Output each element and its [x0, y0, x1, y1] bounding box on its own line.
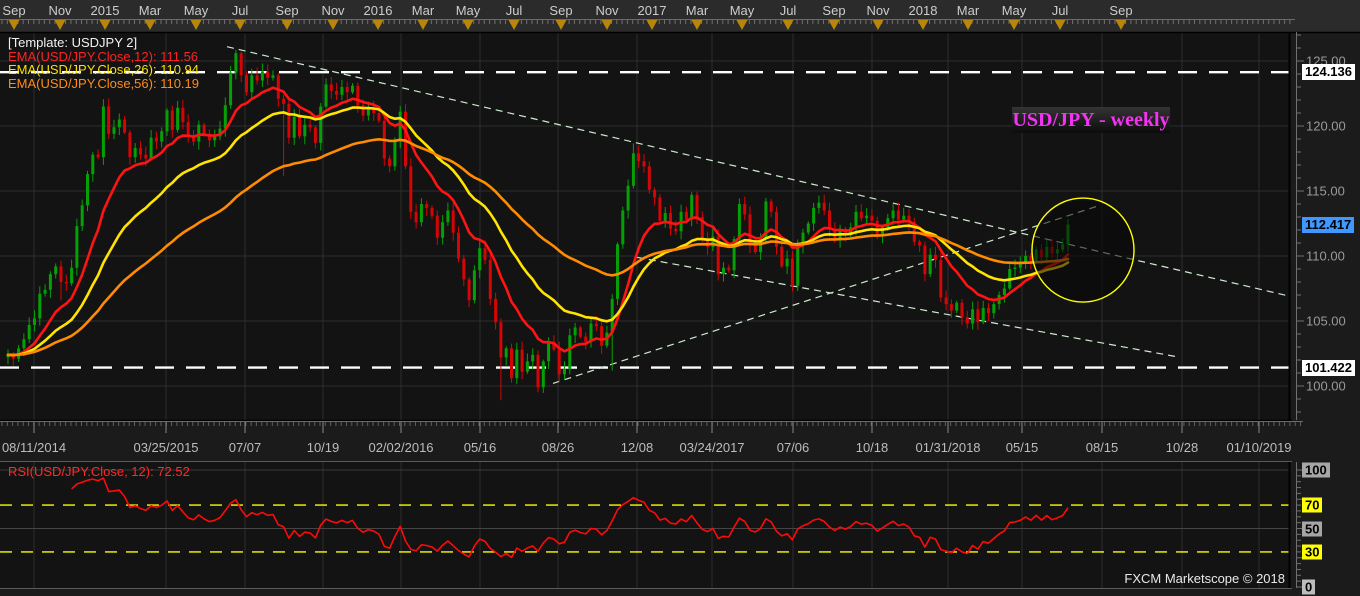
price-tick-label: 105.00 — [1306, 313, 1346, 329]
month-label: Jul — [505, 3, 523, 18]
month-label: Jul — [1051, 3, 1069, 18]
price-tick-label: 110.00 — [1306, 248, 1345, 264]
rsi-tag: 50 — [1302, 521, 1323, 536]
price-tick-label: 120.00 — [1306, 118, 1346, 134]
price-tick-label: 100.00 — [1306, 378, 1346, 394]
month-label: Mar — [956, 3, 980, 18]
rsi-tag: 70 — [1302, 497, 1323, 513]
rsi-tag: 30 — [1302, 544, 1323, 560]
date-label: 08/26 — [541, 440, 575, 455]
date-label: 01/10/2019 — [1226, 440, 1292, 455]
date-label: 01/31/2018 — [915, 440, 981, 455]
month-label: Sep — [2, 3, 26, 18]
ema26-label: EMA(USD/JPY.Close,26): 110.94 — [8, 62, 199, 77]
rsi-tag: 100 — [1302, 462, 1330, 478]
date-label: 08/11/2014 — [1, 440, 67, 455]
date-label: 03/25/2015 — [133, 440, 199, 455]
template-label: [Template: USDJPY 2] — [8, 35, 138, 50]
month-label: Nov — [595, 3, 619, 18]
price-tag: 101.422 — [1302, 359, 1355, 376]
time-axis-bottom[interactable] — [0, 420, 1360, 462]
month-label: 2017 — [637, 3, 667, 18]
month-label: Sep — [1109, 3, 1133, 18]
price-tick-label: 115.00 — [1306, 183, 1345, 199]
date-label: 05/16 — [463, 440, 497, 455]
month-label: May — [729, 3, 755, 18]
month-label: Mar — [138, 3, 162, 18]
time-axis-top[interactable] — [0, 0, 1360, 32]
month-label: Mar — [685, 3, 709, 18]
month-label: 2018 — [908, 3, 938, 18]
date-label: 10/28 — [1165, 440, 1199, 455]
price-tag: 112.417 — [1302, 216, 1355, 233]
date-label: 10/18 — [855, 440, 889, 455]
rsi-tag: 0 — [1302, 579, 1316, 595]
chart-title-annotation[interactable]: USD/JPY - weekly — [1012, 107, 1170, 133]
date-label: 05/15 — [1005, 440, 1039, 455]
ema56-label: EMA(USD/JPY.Close,56): 110.19 — [8, 75, 199, 91]
month-label: Sep — [822, 3, 846, 18]
watermark: FXCM Marketscope © 2018 — [1124, 571, 1285, 586]
ema12-label: EMA(USD/JPY.Close,12): 111.56 — [8, 48, 199, 64]
month-label: Jul — [779, 3, 797, 18]
rsi-legend: RSI(USD/JPY.Close, 12): 72.52 — [8, 464, 190, 479]
date-label: 10/19 — [306, 440, 340, 455]
month-label: May — [183, 3, 209, 18]
date-label: 07/06 — [776, 440, 810, 455]
date-label: 07/07 — [228, 440, 262, 455]
indicator-legend: [Template: USDJPY 2] EMA(USD/JPY.Close,1… — [8, 36, 199, 90]
month-label: Nov — [48, 3, 72, 18]
month-label: Sep — [549, 3, 573, 18]
month-label: May — [455, 3, 481, 18]
month-label: Sep — [275, 3, 299, 18]
month-label: Jul — [231, 3, 249, 18]
month-label: 2016 — [363, 3, 393, 18]
month-label: Nov — [321, 3, 345, 18]
month-label: 2015 — [90, 3, 120, 18]
month-label: May — [1001, 3, 1027, 18]
month-label: Mar — [411, 3, 435, 18]
date-label: 02/02/2016 — [368, 440, 434, 455]
price-tag: 124.136 — [1302, 64, 1355, 81]
date-label: 12/08 — [620, 440, 654, 455]
bottom-strip — [0, 588, 1360, 596]
rsi-pane[interactable] — [0, 462, 1290, 588]
month-label: Nov — [866, 3, 890, 18]
date-label: 03/24/2017 — [679, 440, 745, 455]
date-label: 08/15 — [1085, 440, 1119, 455]
